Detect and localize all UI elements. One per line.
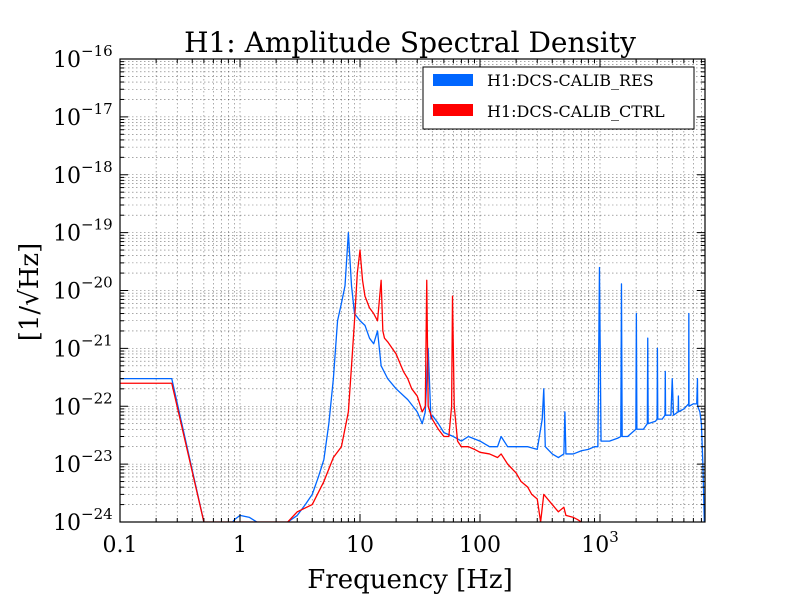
x-axis-ticks: 0.1 1 10 100 103 [103,59,702,558]
y-tick-label: 10−18 [53,158,113,189]
legend-label-res: H1:DCS-CALIB_RES [487,71,654,90]
x-tick-label: 103 [581,528,619,558]
chart-title: H1: Amplitude Spectral Density [184,26,636,59]
y-tick-label: 10−22 [53,389,113,420]
x-tick-label: 0.1 [103,533,138,558]
legend-swatch-res [433,74,473,86]
legend-label-ctrl: H1:DCS-CALIB_CTRL [487,102,665,121]
y-tick-label: 10−21 [53,331,113,362]
x-tick-label: 10 [346,533,374,558]
y-tick-label: 10−24 [53,505,113,536]
x-tick-label: 1 [233,533,247,558]
y-tick-label: 10−20 [53,274,113,305]
series-line-1 [120,249,582,522]
y-tick-label: 10−16 [53,42,113,73]
y-axis-ticks: 10−24 10−23 10−22 10−21 10−20 10−19 10−18 10−17… [53,42,705,536]
plot-area [120,231,705,522]
legend-swatch-ctrl [433,104,473,116]
series-line-0 [120,231,705,522]
x-tick-label: 100 [459,533,501,558]
x-axis-title: Frequency [Hz] [307,565,513,595]
grid [119,59,705,523]
y-axis-title: [1/√Hz] [15,243,45,342]
y-tick-label: 10−23 [53,447,113,478]
y-tick-label: 10−17 [53,100,113,131]
y-tick-label: 10−19 [53,216,113,247]
legend: H1:DCS-CALIB_RES H1:DCS-CALIB_CTRL [422,66,695,130]
